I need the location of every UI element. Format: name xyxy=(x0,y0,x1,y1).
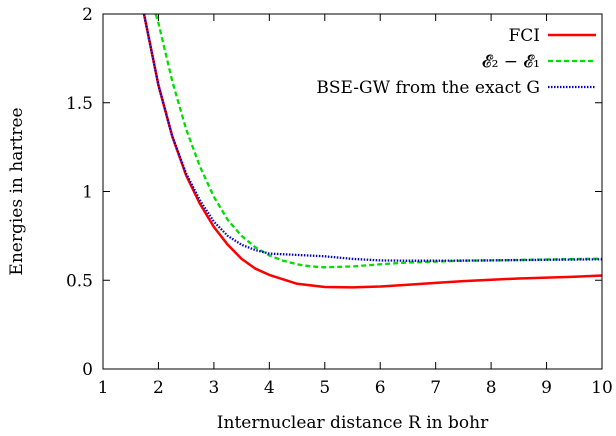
x-tick-label: 4 xyxy=(264,378,275,398)
legend-label-3: BSE-GW from the exact G xyxy=(316,78,540,98)
y-axis-title: Energies in hartree xyxy=(7,107,27,275)
x-axis-title: Internuclear distance R in bohr xyxy=(217,413,489,433)
x-tick-label: 3 xyxy=(208,378,219,398)
y-tick-label: 0 xyxy=(82,360,93,380)
plot-frame xyxy=(102,13,603,370)
x-tick-label: 1 xyxy=(98,378,109,398)
x-tick-label: 10 xyxy=(591,378,613,398)
y-tick-label: 1 xyxy=(82,183,93,203)
series-line-3 xyxy=(142,14,602,262)
y-tick-label: 0.5 xyxy=(66,271,93,291)
legend-label-1: FCI xyxy=(508,26,540,46)
x-tick-label: 2 xyxy=(153,378,164,398)
y-tick-label: 1.5 xyxy=(66,94,93,114)
series-layer xyxy=(142,14,602,289)
series-line-2 xyxy=(154,14,602,269)
legend-label-2: 𝓔₂ − 𝓔₁ xyxy=(482,52,540,72)
x-tick-label: 5 xyxy=(319,378,330,398)
series-line-1 xyxy=(142,14,602,289)
x-tick-label: 9 xyxy=(541,378,552,398)
legend: FCI 𝓔₂ − 𝓔₁ BSE-GW from the exact G xyxy=(316,26,596,98)
x-tick-label: 7 xyxy=(430,378,441,398)
y-tick-label: 2 xyxy=(82,5,93,25)
x-tick-label: 6 xyxy=(375,378,386,398)
x-tick-label: 8 xyxy=(486,378,497,398)
